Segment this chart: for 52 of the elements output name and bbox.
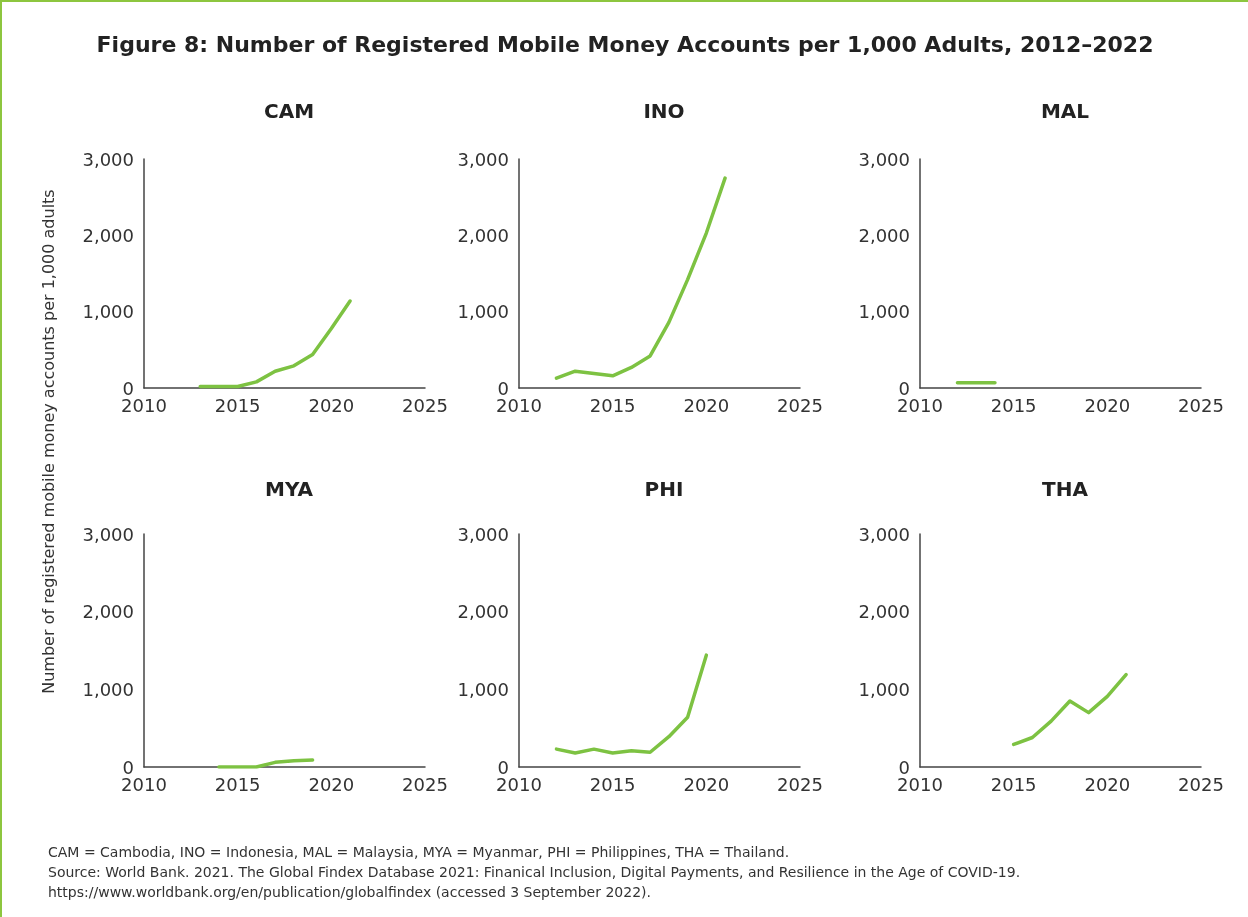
y-tick-label: 3,000 bbox=[82, 523, 134, 545]
x-tick-label: 2015 bbox=[214, 773, 261, 795]
y-tick-label: 1,000 bbox=[858, 301, 910, 323]
y-tick-label: 1,000 bbox=[457, 301, 509, 323]
x-tick-label: 2020 bbox=[308, 394, 355, 416]
y-tick-label: 2,000 bbox=[858, 224, 910, 246]
y-tick-label: 2,000 bbox=[82, 224, 134, 246]
y-tick-label: 3,000 bbox=[457, 148, 509, 170]
x-tick-label: 2025 bbox=[402, 773, 448, 795]
chart-title: MYA bbox=[265, 477, 314, 501]
source-note: Source: World Bank. 2021. The Global Findex Database 2021: Finanical Inclusion, Digital Payments, and Resilience in the Age of COVID-19. bbox=[48, 863, 1022, 882]
x-tick-label: 2025 bbox=[1178, 773, 1224, 795]
y-tick-label: 1,000 bbox=[82, 301, 134, 323]
x-tick-label: 2015 bbox=[589, 394, 636, 416]
x-tick-label: 2020 bbox=[683, 773, 730, 795]
y-tick-label: 3,000 bbox=[858, 523, 910, 545]
y-tick-label: 3,000 bbox=[457, 523, 509, 545]
y-tick-label: 3,000 bbox=[858, 148, 910, 170]
y-tick-label: 2,000 bbox=[457, 601, 509, 623]
chart-title: MAL bbox=[1040, 99, 1090, 123]
x-tick-label: 2020 bbox=[1084, 394, 1131, 416]
line-series bbox=[217, 758, 315, 769]
chart-title: PHI bbox=[644, 477, 684, 501]
line-series bbox=[1011, 672, 1128, 747]
line-series bbox=[198, 299, 352, 389]
x-tick-label: 2015 bbox=[214, 394, 261, 416]
chart-title: THA bbox=[1042, 477, 1089, 501]
text: Figure 8: Number of Registered Mobile Money Accounts per 1,000 Adults, 2012–2022 bbox=[95, 32, 1155, 57]
line-series bbox=[554, 653, 709, 755]
text: https://www.worldbank.org/en/publication/globalfindex (accessed 3 September 2022). bbox=[48, 883, 652, 902]
x-tick-label: 2015 bbox=[990, 773, 1037, 795]
y-axis-title: Number of registered mobile money accounts per 1,000 adults bbox=[38, 188, 58, 696]
x-tick-label: 2020 bbox=[683, 394, 730, 416]
y-tick-label: 2,000 bbox=[457, 224, 509, 246]
y-tick-label: 3,000 bbox=[82, 148, 134, 170]
x-tick-label: 2025 bbox=[777, 773, 823, 795]
y-tick-label: 1,000 bbox=[457, 678, 509, 700]
x-tick-label: 2025 bbox=[777, 394, 823, 416]
y-tick-label: 2,000 bbox=[82, 601, 134, 623]
y-tick-label: 1,000 bbox=[858, 678, 910, 700]
x-tick-label: 2025 bbox=[1178, 394, 1224, 416]
x-tick-label: 2015 bbox=[990, 394, 1037, 416]
chart-title: CAM bbox=[263, 99, 315, 123]
y-tick-label: 2,000 bbox=[858, 601, 910, 623]
x-tick-label: 2015 bbox=[589, 773, 636, 795]
y-tick-label: 1,000 bbox=[82, 678, 134, 700]
x-tick-label: 2020 bbox=[1084, 773, 1131, 795]
line-series bbox=[554, 176, 727, 380]
text: CAM = Cambodia, INO = Indonesia, MAL = Malaysia, MYA = Myanmar, PHI = Philippines, THA = Thailand. bbox=[48, 843, 791, 862]
chart-title: INO bbox=[643, 99, 685, 123]
x-tick-label: 2020 bbox=[308, 773, 355, 795]
x-tick-label: 2025 bbox=[402, 394, 448, 416]
